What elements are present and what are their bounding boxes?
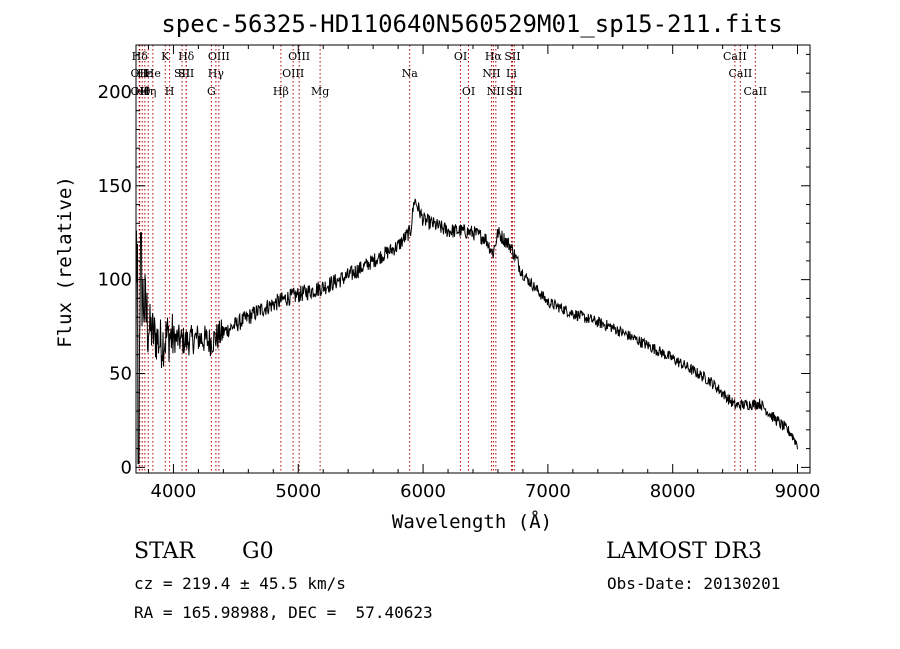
plot-area: HδOIIOIIHθHεHηHeKHSIIHδSIIGOIIIHγHβOIIIO… <box>98 44 821 502</box>
spectral-line-label: OI <box>454 50 467 63</box>
spectral-line-label: OIII <box>282 67 304 80</box>
spectral-line-label: OI <box>462 85 475 98</box>
spectral-line-label: Hα <box>485 50 503 63</box>
x-tick-label: 4000 <box>151 481 197 502</box>
survey-name: LAMOST DR3 <box>606 539 762 564</box>
y-tick-label: 0 <box>121 457 132 478</box>
spectral-line-label: G <box>207 85 216 98</box>
spectral-line-label: He <box>145 67 161 80</box>
spectral-line-label: CaII <box>743 85 767 98</box>
spectral-line-label: Na <box>402 67 419 80</box>
spectral-line-label: H <box>165 85 175 98</box>
spectral-line-label: NII <box>482 67 500 80</box>
obs-date-text: Obs-Date: 20130201 <box>607 574 781 593</box>
spectral-line-label: Hδ <box>178 50 195 63</box>
spectrum-line <box>135 198 798 465</box>
spectral-line-label: OIII <box>288 50 310 63</box>
coordinates-text: RA = 165.98988, DEC = 57.40623 <box>134 603 433 622</box>
spectral-line-label: Hη <box>140 85 156 98</box>
spectral-line-label: OIII <box>208 50 230 63</box>
spectral-line-label: CaII <box>723 50 747 63</box>
object-type: STAR <box>134 539 195 564</box>
spectral-line-label: SII <box>506 85 522 98</box>
spectral-line-label: SII <box>178 67 194 80</box>
spectral-line-label: SII <box>504 50 520 63</box>
x-tick-label: 5000 <box>275 481 321 502</box>
spectral-line-label: NII <box>487 85 505 98</box>
x-tick-label: 9000 <box>775 481 821 502</box>
y-tick-label: 150 <box>98 176 132 197</box>
spectral-subclass: G0 <box>242 539 274 564</box>
spectral-line-label: Mg <box>311 85 329 98</box>
x-axis-label: Wavelength (Å) <box>392 510 552 533</box>
spectral-line-label: Hβ <box>273 85 289 98</box>
x-tick-label: 6000 <box>400 481 446 502</box>
spectral-line-label: CaII <box>729 67 753 80</box>
x-tick-label: 7000 <box>525 481 571 502</box>
x-tick-label: 8000 <box>650 481 696 502</box>
spectral-line-label: SII <box>174 67 190 80</box>
y-axis-label: Flux (relative) <box>54 176 76 348</box>
spectral-line-label: Hγ <box>208 67 225 80</box>
spectral-line-label: Hδ <box>132 50 149 63</box>
plot-frame <box>135 44 811 474</box>
y-tick-label: 100 <box>98 270 132 291</box>
y-tick-label: 200 <box>98 82 132 103</box>
spectral-line-label: K <box>161 50 170 63</box>
y-tick-label: 50 <box>109 364 132 385</box>
spectral-line-label: Li <box>506 67 517 80</box>
chart-title: spec-56325-HD110640N560529M01_sp15-211.f… <box>161 10 782 38</box>
redshift-text: cz = 219.4 ± 45.5 km/s <box>134 574 346 593</box>
spectral-line-label: Hε <box>137 67 153 80</box>
